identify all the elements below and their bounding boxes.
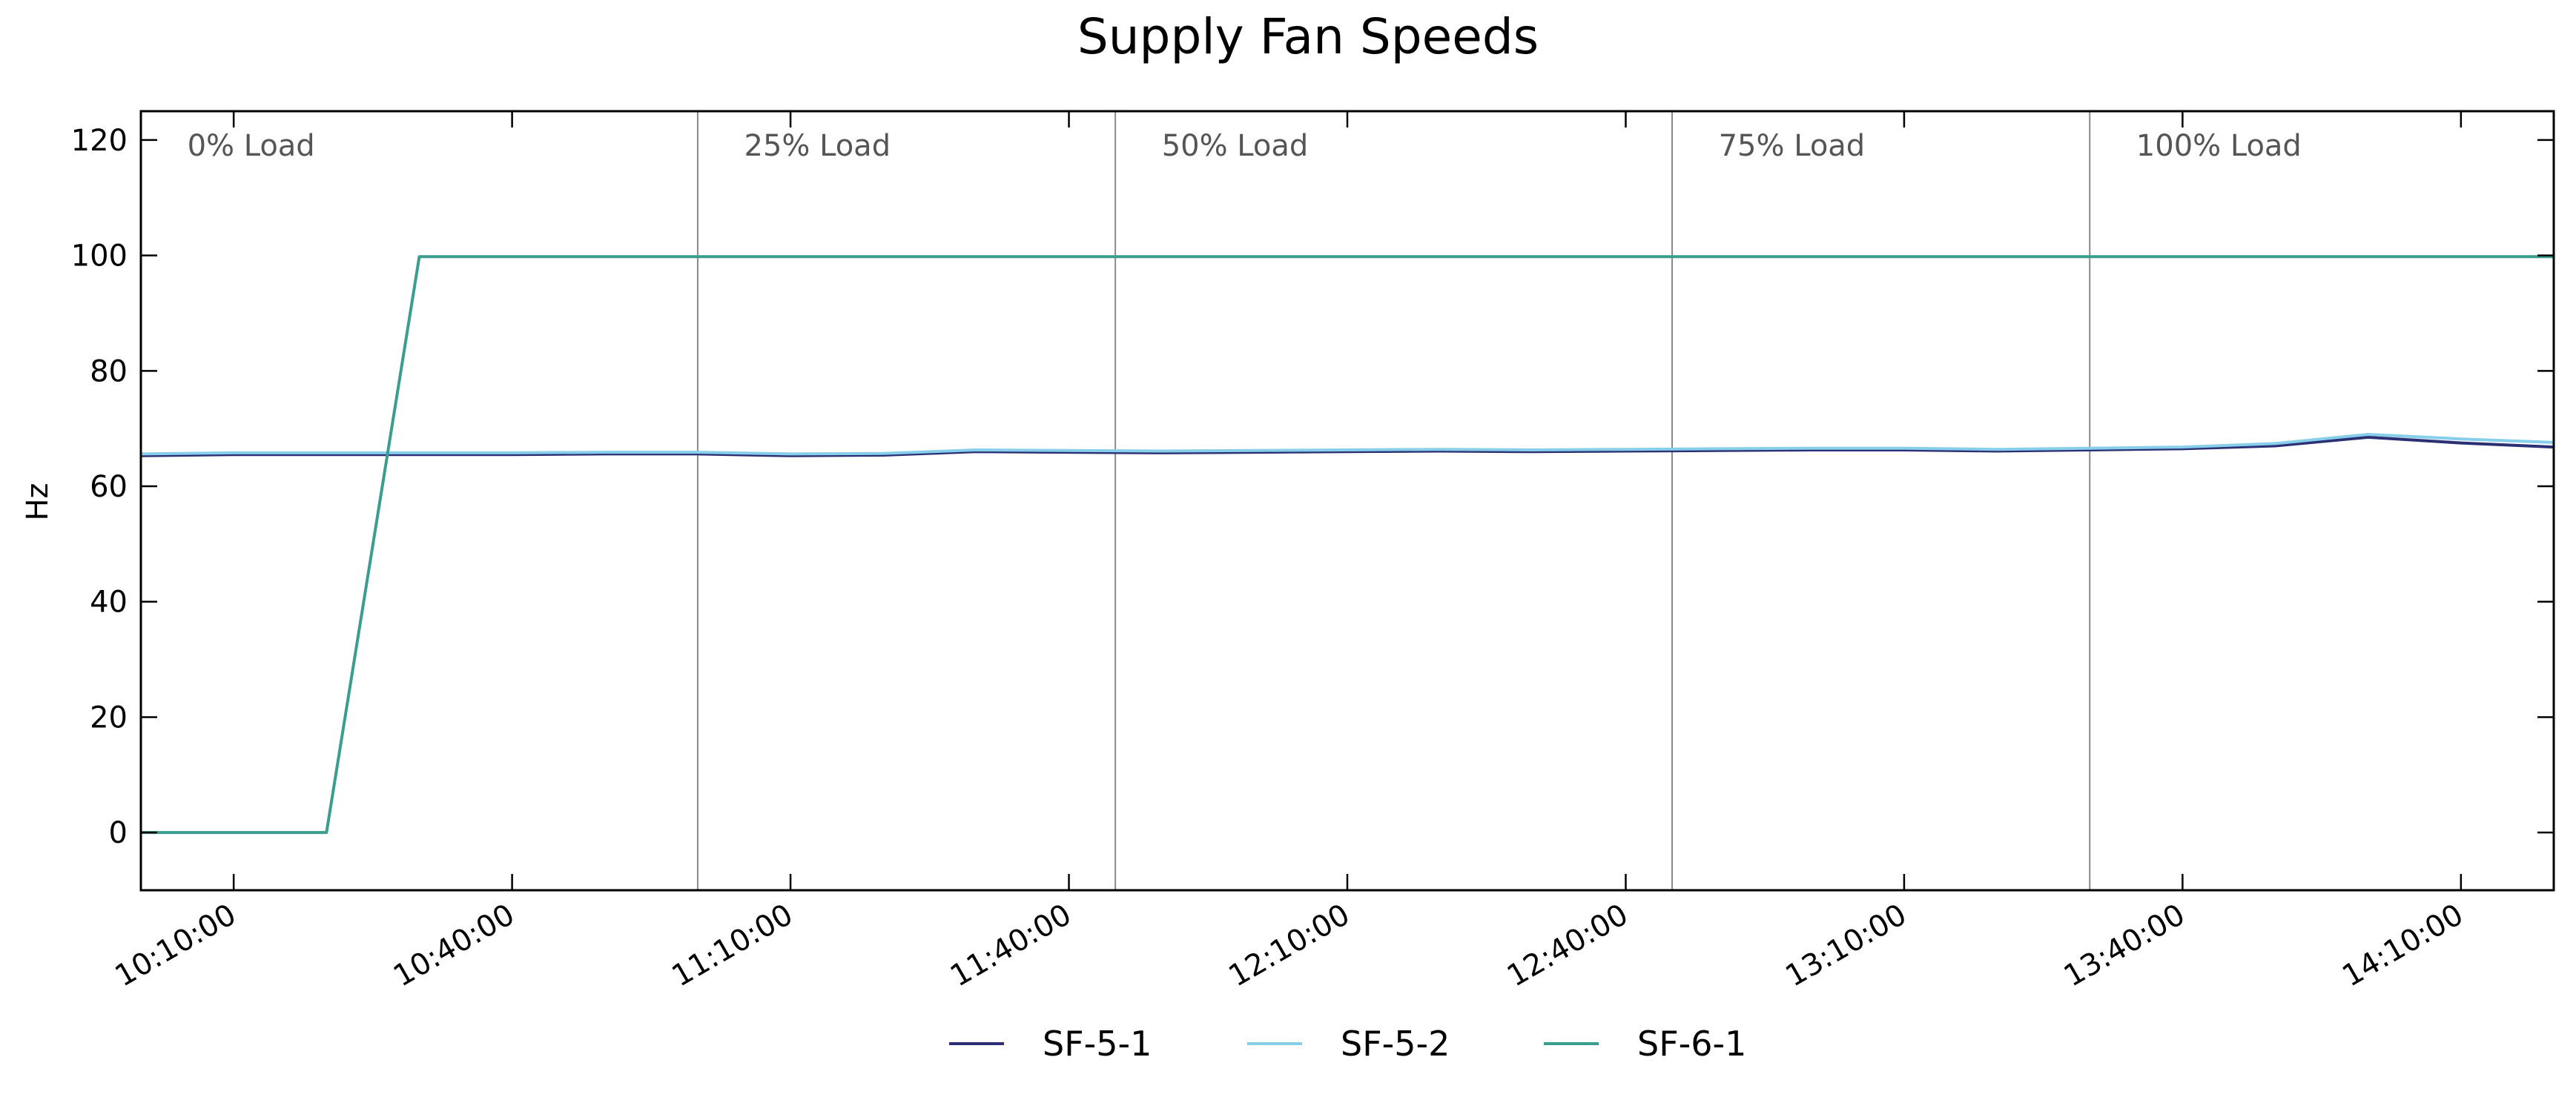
plot-frame — [139, 110, 2555, 892]
x-tick-label: 13:10:00 — [1780, 898, 1912, 994]
legend-label: SF-5-2 — [1341, 1024, 1450, 1064]
x-tick-label: 10:40:00 — [388, 898, 521, 994]
x-tick-label: 14:10:00 — [2336, 898, 2469, 994]
y-tick-label: 100 — [71, 239, 128, 274]
legend-label: SF-5-1 — [1043, 1024, 1152, 1064]
x-tick-label: 11:40:00 — [945, 898, 1077, 994]
load-labels: 0% Load 25% Load 50% Load 75% Load 100% Load — [188, 129, 2302, 163]
load-label: 100% Load — [2136, 129, 2302, 163]
legend: SF-5-1 SF-5-2 SF-6-1 — [949, 1024, 1746, 1064]
series-line-sf-5-2 — [140, 433, 2554, 456]
x-tick-label: 12:40:00 — [1502, 898, 1634, 994]
load-label: 75% Load — [1719, 129, 1866, 163]
load-label: 0% Load — [188, 129, 315, 163]
legend-label: SF-6-1 — [1637, 1024, 1746, 1064]
load-dividers — [696, 111, 2091, 890]
y-tick-label: 120 — [71, 124, 128, 158]
y-tick-label: 20 — [90, 700, 128, 735]
load-label: 50% Load — [1162, 129, 1309, 163]
series-lines — [140, 255, 2554, 835]
y-tick-label: 0 — [109, 816, 128, 850]
series-line-sf-5-1 — [140, 435, 2554, 457]
x-tick-label: 12:10:00 — [1223, 898, 1355, 994]
series-line-sf-6-1 — [141, 255, 2554, 835]
y-tick-label: 80 — [90, 354, 128, 388]
chart-title: Supply Fan Speeds — [1077, 8, 1539, 65]
load-label: 25% Load — [744, 129, 891, 163]
x-tick-label: 11:10:00 — [666, 898, 799, 994]
x-tick-label: 13:40:00 — [2058, 898, 2191, 994]
y-tick-label: 40 — [90, 586, 128, 620]
y-axis-label: Hz — [21, 483, 55, 520]
x-tick-label: 10:10:00 — [110, 898, 242, 994]
y-tick-label: 60 — [90, 470, 128, 504]
axis-ticks: 0 20 40 60 80 100 120 10:10:00 10:40:00 11:10:00 1… — [71, 111, 2554, 993]
